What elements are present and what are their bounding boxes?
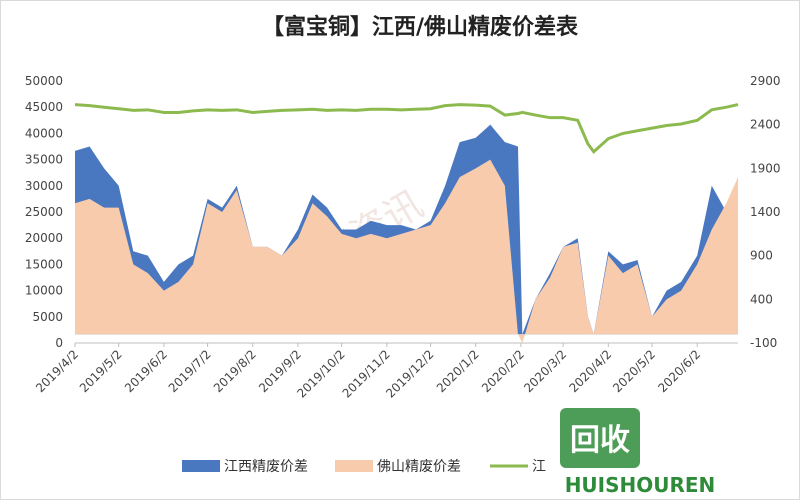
y-tick-label: 25000 — [25, 205, 63, 219]
legend-label: 江西精废价差 — [224, 459, 308, 475]
legend-swatch — [335, 460, 373, 472]
y-tick-label: 15000 — [25, 257, 63, 271]
area — [75, 159, 738, 343]
y-tick-label: 0 — [55, 336, 63, 350]
y-tick-label: 35000 — [25, 153, 63, 167]
y-tick-label: 5000 — [32, 310, 63, 324]
y2-tick-label: 1400 — [750, 205, 781, 219]
y2-tick-label: 2400 — [750, 118, 781, 132]
y-tick-label: 30000 — [25, 179, 63, 193]
y-tick-label: 20000 — [25, 231, 63, 245]
line — [74, 103, 739, 154]
y2-tick-label: -100 — [750, 336, 777, 350]
legend-swatch — [182, 460, 220, 472]
logo-box — [560, 408, 640, 468]
y-tick-label: 10000 — [25, 284, 63, 298]
chart-title: 【富宝铜】江西/佛山精废价差表 — [262, 14, 579, 40]
y2-tick-label: 900 — [750, 249, 773, 263]
y-tick-label: 45000 — [25, 100, 63, 114]
y-tick-label: 40000 — [25, 126, 63, 140]
logo-text: 回收 — [570, 423, 630, 458]
legend-label: 江 — [532, 459, 546, 475]
y2-tick-label: 2900 — [750, 74, 781, 88]
y2-tick-label: 400 — [750, 292, 773, 306]
y-tick-label: 50000 — [25, 74, 63, 88]
legend-label: 佛山精废价差 — [377, 459, 461, 475]
logo-caption: HUISHOUREN — [565, 473, 716, 497]
y2-tick-label: 1900 — [750, 161, 781, 175]
